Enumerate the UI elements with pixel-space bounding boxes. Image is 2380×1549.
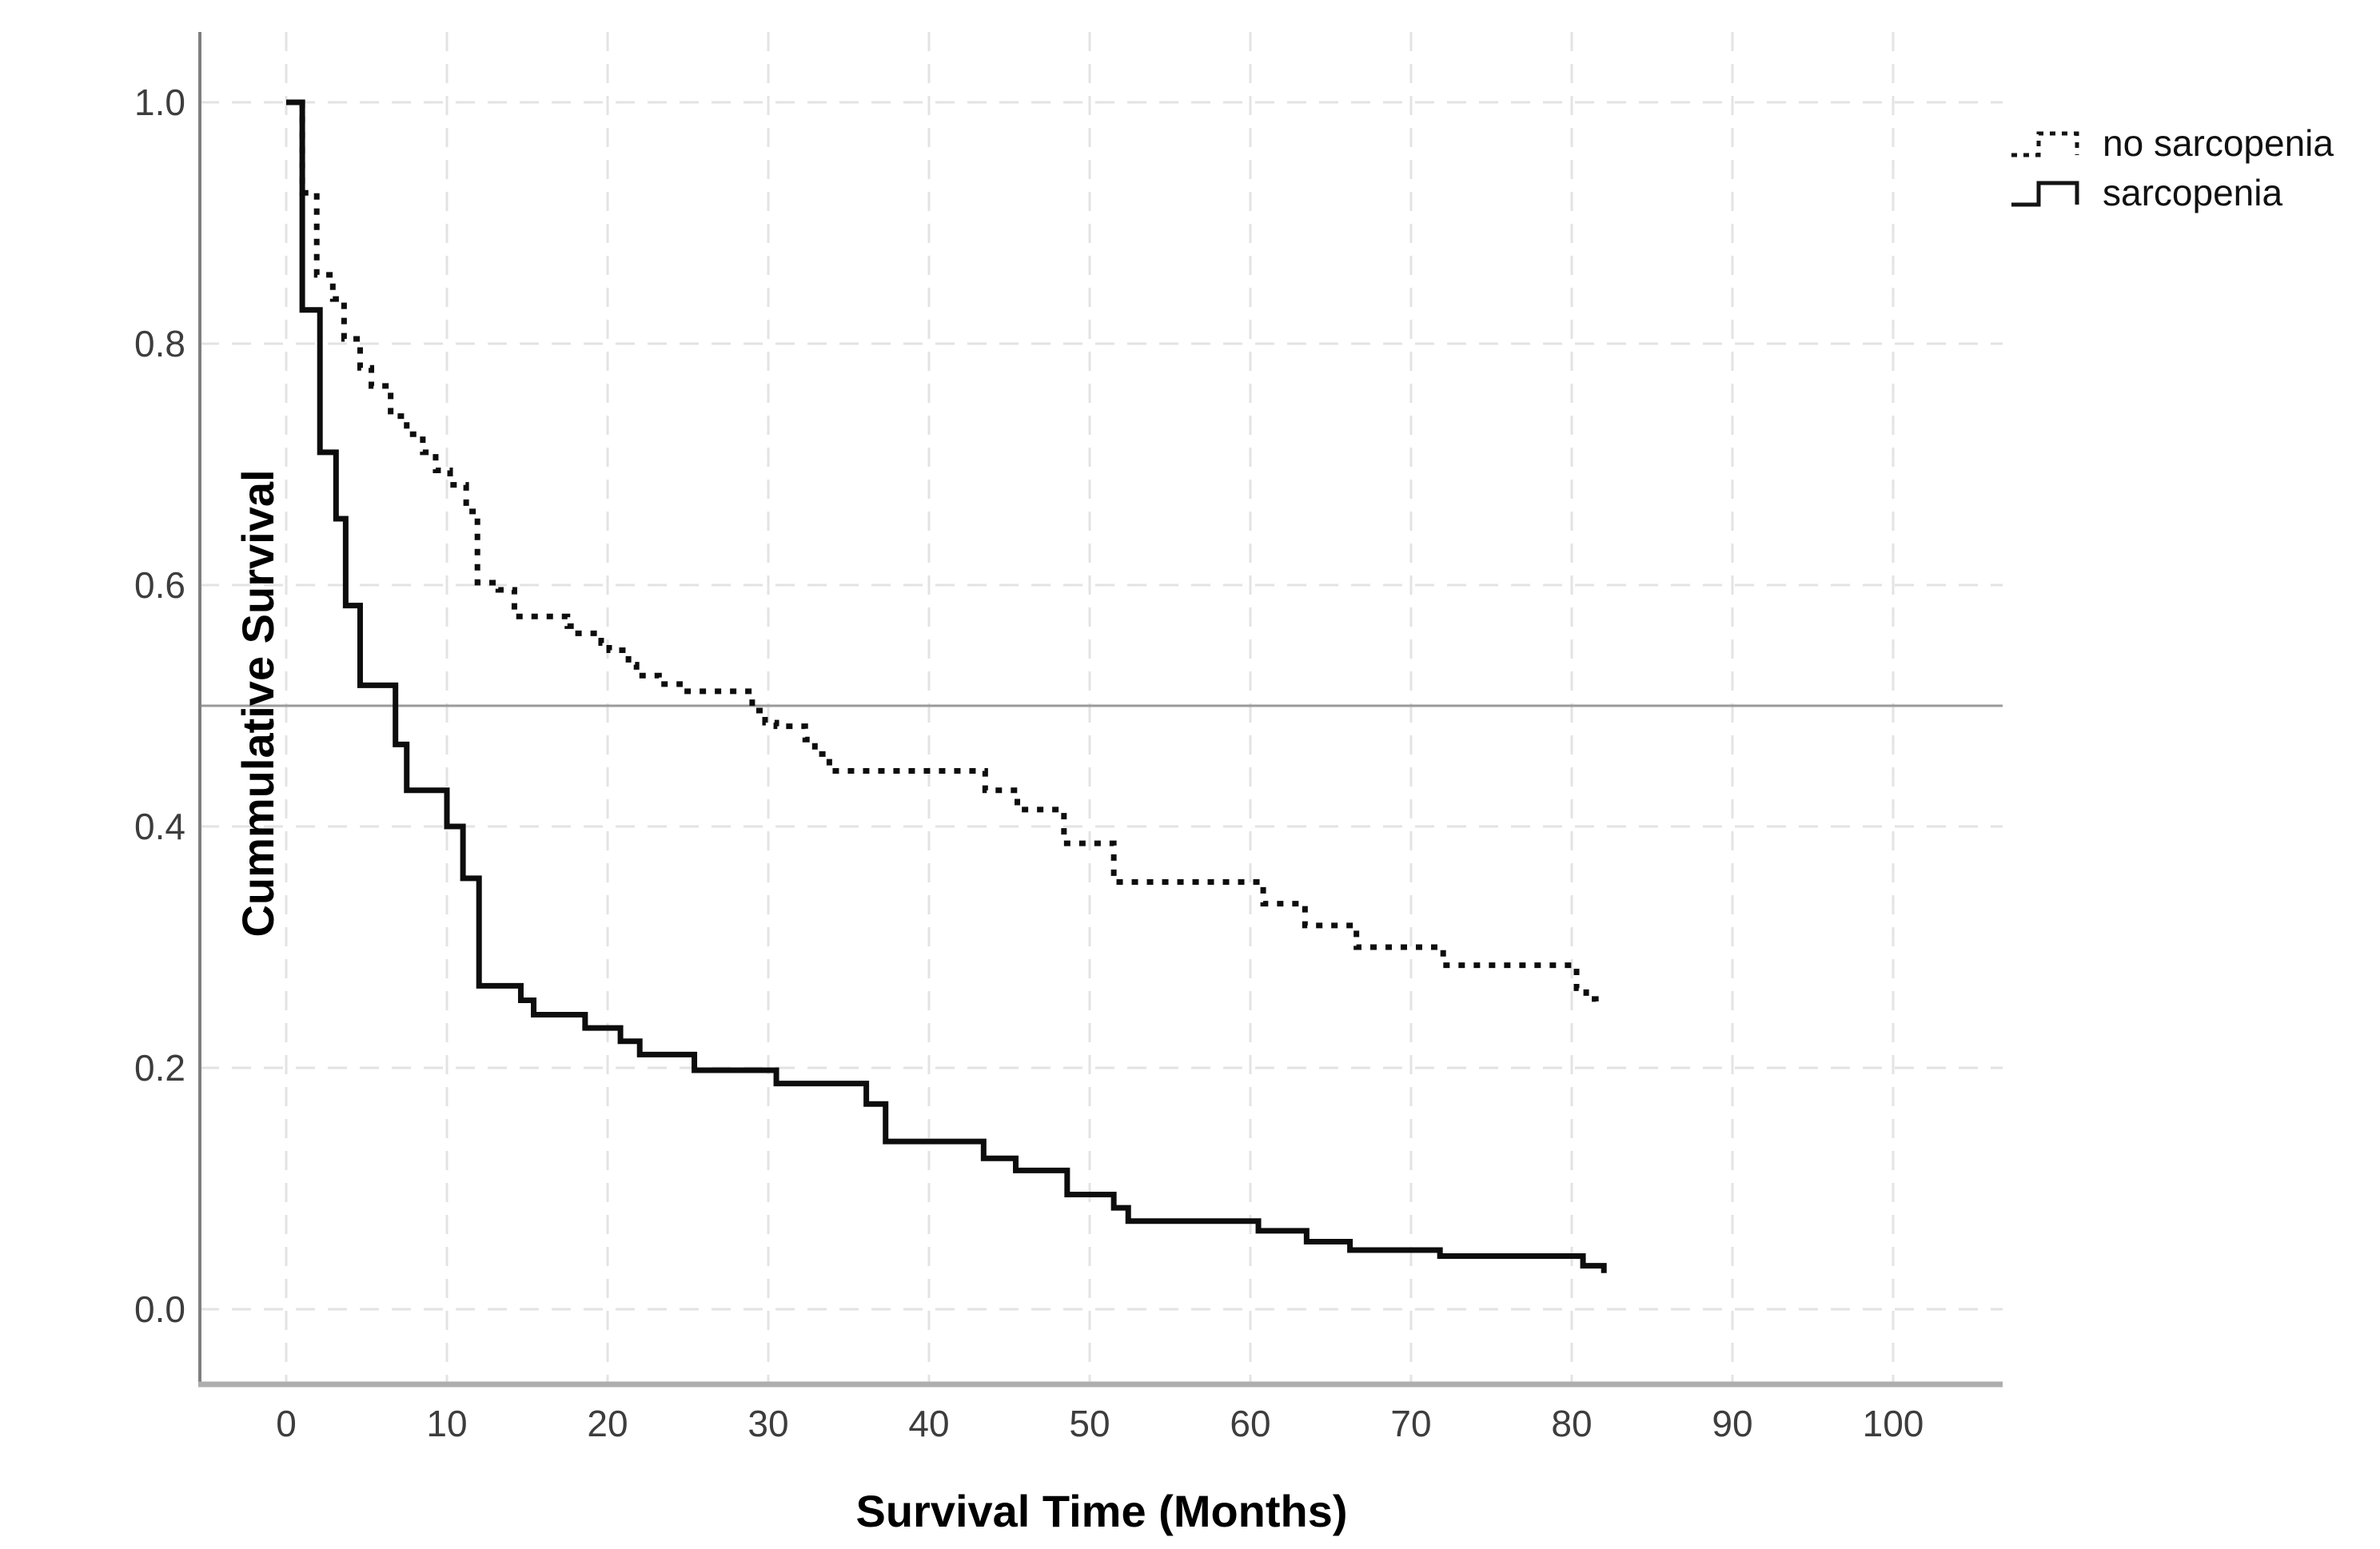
y-tick-label: 1.0 [134, 82, 185, 123]
legend-label: no sarcopenia [2103, 122, 2334, 164]
legend-label: sarcopenia [2103, 172, 2283, 213]
x-tick-label: 80 [1551, 1403, 1593, 1444]
y-tick-label: 0.4 [134, 806, 185, 847]
y-axis-title: Cummulative Survival [233, 469, 284, 938]
x-tick-label: 90 [1712, 1403, 1753, 1444]
legend-item-sarcopenia: sarcopenia [2008, 171, 2334, 214]
x-tick-label: 50 [1069, 1403, 1110, 1444]
legend: no sarcopenia sarcopenia [2008, 121, 2334, 214]
x-tick-label: 60 [1230, 1403, 1271, 1444]
x-tick-label: 30 [747, 1403, 789, 1444]
y-tick-label: 0.2 [134, 1047, 185, 1089]
x-tick-label: 10 [426, 1403, 468, 1444]
y-tick-label: 0.0 [134, 1288, 185, 1330]
sarcopenia-solid-line-icon [2011, 181, 2079, 207]
y-tick-label: 0.8 [134, 323, 185, 364]
no-sarcopenia-dotted-line-icon [2011, 131, 2079, 157]
legend-item-no-sarcopenia: no sarcopenia [2008, 121, 2334, 165]
x-tick-label: 40 [908, 1403, 950, 1444]
curve-sarcopenia [286, 99, 1607, 1273]
x-tick-label: 20 [587, 1403, 628, 1444]
x-tick-label: 0 [276, 1403, 297, 1444]
x-tick-label: 100 [1862, 1403, 1924, 1444]
x-tick-label: 70 [1390, 1403, 1432, 1444]
curve-no-sarcopenia [286, 99, 1599, 1010]
y-tick-label: 0.6 [134, 564, 185, 606]
x-axis-title: Survival Time (Months) [855, 1486, 1348, 1536]
